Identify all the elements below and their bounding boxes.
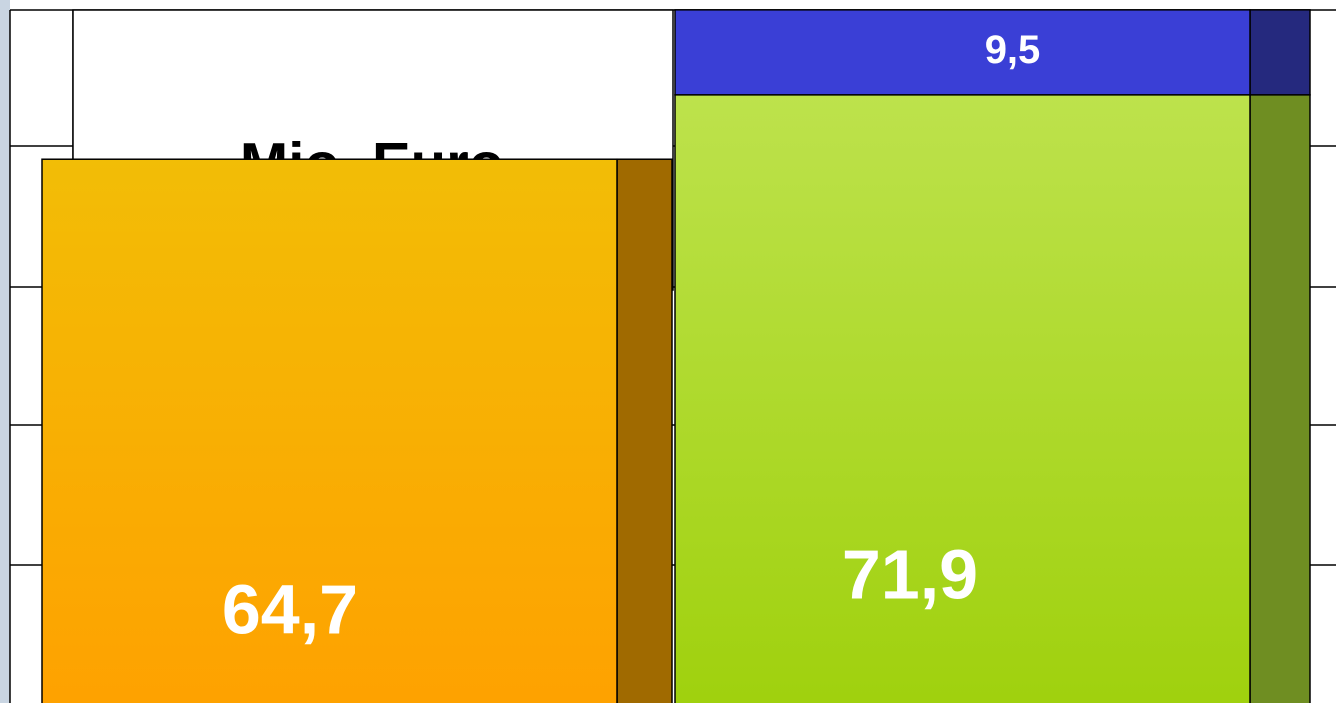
bar-side (616, 158, 673, 703)
value-label: 71,9 (842, 535, 978, 613)
bar (41, 158, 618, 703)
bar-side (1249, 9, 1311, 96)
value-label: 9,5 (985, 28, 1041, 72)
bar (674, 9, 1251, 96)
bar (674, 94, 1251, 703)
frame (0, 0, 10, 703)
value-label: 64,7 (222, 570, 358, 648)
bar-side (1249, 94, 1311, 703)
